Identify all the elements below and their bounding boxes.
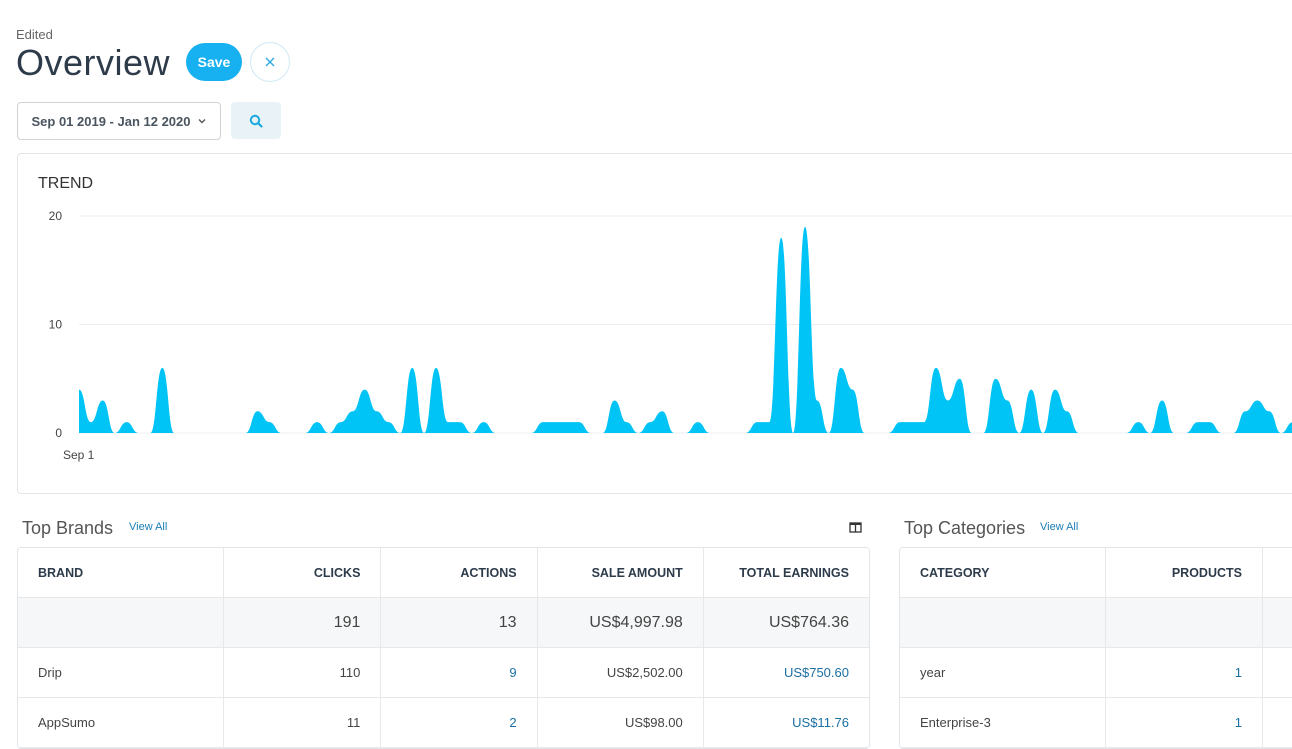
column-header-sale-amount[interactable]: SALE AMOUNT	[537, 548, 703, 598]
column-header-products[interactable]: PRODUCTS	[1106, 548, 1263, 598]
chevron-down-icon	[197, 116, 207, 126]
column-header-total-earnings[interactable]: TOTAL EARNINGS	[703, 548, 869, 598]
column-header-brand[interactable]: BRAND	[18, 548, 224, 598]
total-cell	[18, 598, 224, 648]
top-categories-title: Top Categories	[904, 518, 1025, 539]
totals-row: 191 13 US$4,997.98 US$764.36	[18, 598, 870, 648]
column-header-clicks[interactable]: CLICKS	[224, 548, 381, 598]
categories-view-all-link[interactable]: View All	[1040, 521, 1078, 533]
edit-status: Edited	[16, 27, 53, 42]
total-sale-amount: US$4,997.98	[537, 598, 703, 648]
category-name: year	[900, 648, 1106, 698]
total-clicks: 191	[224, 598, 381, 648]
brands-table: BRAND CLICKS ACTIONS SALE AMOUNT TOTAL E…	[17, 547, 870, 748]
y-tick-label: 20	[49, 209, 63, 223]
total-actions: 13	[381, 598, 537, 648]
totals-row	[900, 598, 1292, 648]
categories-table-container: CATEGORY PRODUCTS year 1 Enterprise-3 1	[899, 547, 1292, 749]
search-button[interactable]	[231, 102, 281, 139]
brand-name: AppSumo	[18, 698, 224, 748]
brand-earnings-link[interactable]: US$750.60	[703, 648, 869, 698]
column-header-category[interactable]: CATEGORY	[900, 548, 1106, 598]
date-range-picker[interactable]: Sep 01 2019 - Jan 12 2020	[17, 102, 221, 140]
close-icon	[264, 56, 276, 68]
table-row: Drip 110 9 US$2,502.00 US$750.60	[18, 648, 870, 698]
save-button[interactable]: Save	[186, 43, 242, 81]
total-cell	[900, 598, 1106, 648]
brand-earnings-link[interactable]: US$11.76	[703, 698, 869, 748]
table-header-row: CATEGORY PRODUCTS	[900, 548, 1292, 598]
brand-name: Drip	[18, 648, 224, 698]
trend-area-series	[79, 227, 1292, 433]
y-tick-label: 0	[55, 426, 62, 440]
category-next-cell	[1263, 698, 1292, 748]
x-tick-label: Sep 1	[63, 448, 95, 462]
category-name: Enterprise-3	[900, 698, 1106, 748]
trend-chart: 0 10 20 Sep 1	[18, 154, 1292, 493]
brands-view-all-link[interactable]: View All	[129, 521, 167, 533]
brand-clicks: 11	[224, 698, 381, 748]
category-products-link[interactable]: 1	[1106, 648, 1263, 698]
table-row: AppSumo 11 2 US$98.00 US$11.76	[18, 698, 870, 748]
category-next-cell	[1263, 648, 1292, 698]
brand-clicks: 110	[224, 648, 381, 698]
brand-actions-link[interactable]: 2	[381, 698, 537, 748]
page-title: Overview	[16, 42, 170, 84]
brand-actions-link[interactable]: 9	[381, 648, 537, 698]
column-header-next[interactable]	[1263, 548, 1292, 598]
column-header-actions[interactable]: ACTIONS	[381, 548, 537, 598]
top-brands-title: Top Brands	[22, 518, 113, 539]
close-button[interactable]	[250, 42, 290, 82]
columns-icon[interactable]	[849, 521, 862, 534]
table-row: year 1	[900, 648, 1292, 698]
total-cell	[1263, 598, 1292, 648]
table-row: Enterprise-3 1	[900, 698, 1292, 748]
categories-table: CATEGORY PRODUCTS year 1 Enterprise-3 1	[899, 547, 1292, 748]
total-cell	[1106, 598, 1263, 648]
search-icon	[249, 114, 263, 128]
y-tick-label: 10	[49, 318, 63, 332]
brand-sale-amount: US$98.00	[537, 698, 703, 748]
total-earnings: US$764.36	[703, 598, 869, 648]
brands-table-container: BRAND CLICKS ACTIONS SALE AMOUNT TOTAL E…	[17, 547, 870, 749]
table-header-row: BRAND CLICKS ACTIONS SALE AMOUNT TOTAL E…	[18, 548, 870, 598]
brand-sale-amount: US$2,502.00	[537, 648, 703, 698]
category-products-link[interactable]: 1	[1106, 698, 1263, 748]
date-range-label: Sep 01 2019 - Jan 12 2020	[31, 114, 190, 129]
